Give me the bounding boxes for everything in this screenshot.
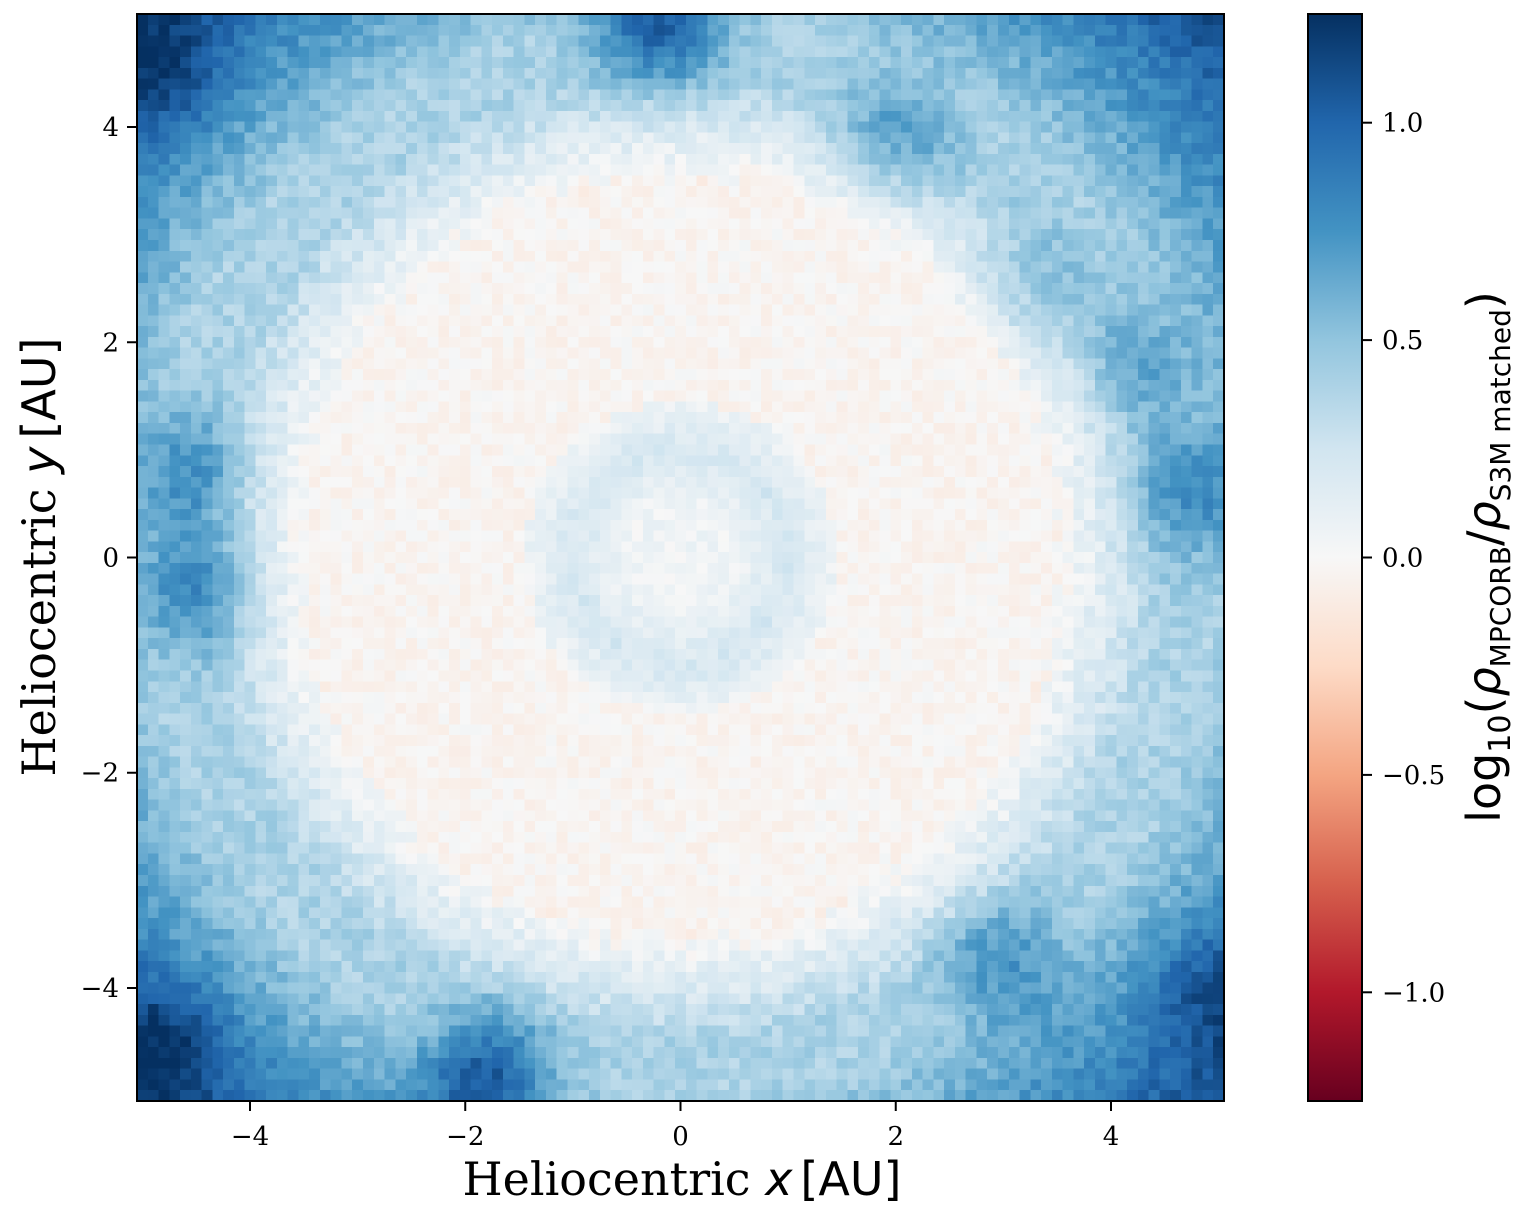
x-tick-label: −2 [446, 1122, 484, 1152]
y-axis-ticks: −4 −2 0 2 4 [81, 113, 137, 1004]
colorbar-tick-label: 1.0 [1382, 109, 1423, 139]
x-tick-label: 0 [672, 1122, 689, 1152]
y-axis-label: Heliocentric y[AU] [12, 338, 66, 777]
colorbar-tick-label: −1.0 [1382, 978, 1445, 1008]
y-tick-label: −4 [81, 974, 119, 1004]
x-axis-label: Heliocentric x [AU] [463, 1152, 902, 1206]
colorbar-tick-label: 0.5 [1382, 326, 1423, 356]
x-tick-label: −4 [231, 1122, 269, 1152]
heatmap-image [137, 14, 1224, 1101]
y-tick-label: 2 [102, 328, 119, 358]
x-axis-ticks: −4 −2 0 2 4 [231, 1101, 1119, 1152]
colorbar-ticks: −1.0 −0.5 0.0 0.5 1.0 [1362, 109, 1445, 1008]
colorbar [1307, 13, 1363, 1102]
colorbar-label: log10(ρMPCORB/ρS3M matched) [1457, 291, 1518, 823]
colorbar-tick-label: 0.0 [1382, 544, 1423, 574]
y-tick-label: 0 [102, 544, 119, 574]
y-tick-label: 4 [102, 113, 119, 143]
colorbar-tick-label: −0.5 [1382, 761, 1445, 791]
x-tick-label: 2 [887, 1122, 904, 1152]
y-tick-label: −2 [81, 759, 119, 789]
heatmap-area [137, 14, 1224, 1101]
x-tick-label: 4 [1103, 1122, 1120, 1152]
